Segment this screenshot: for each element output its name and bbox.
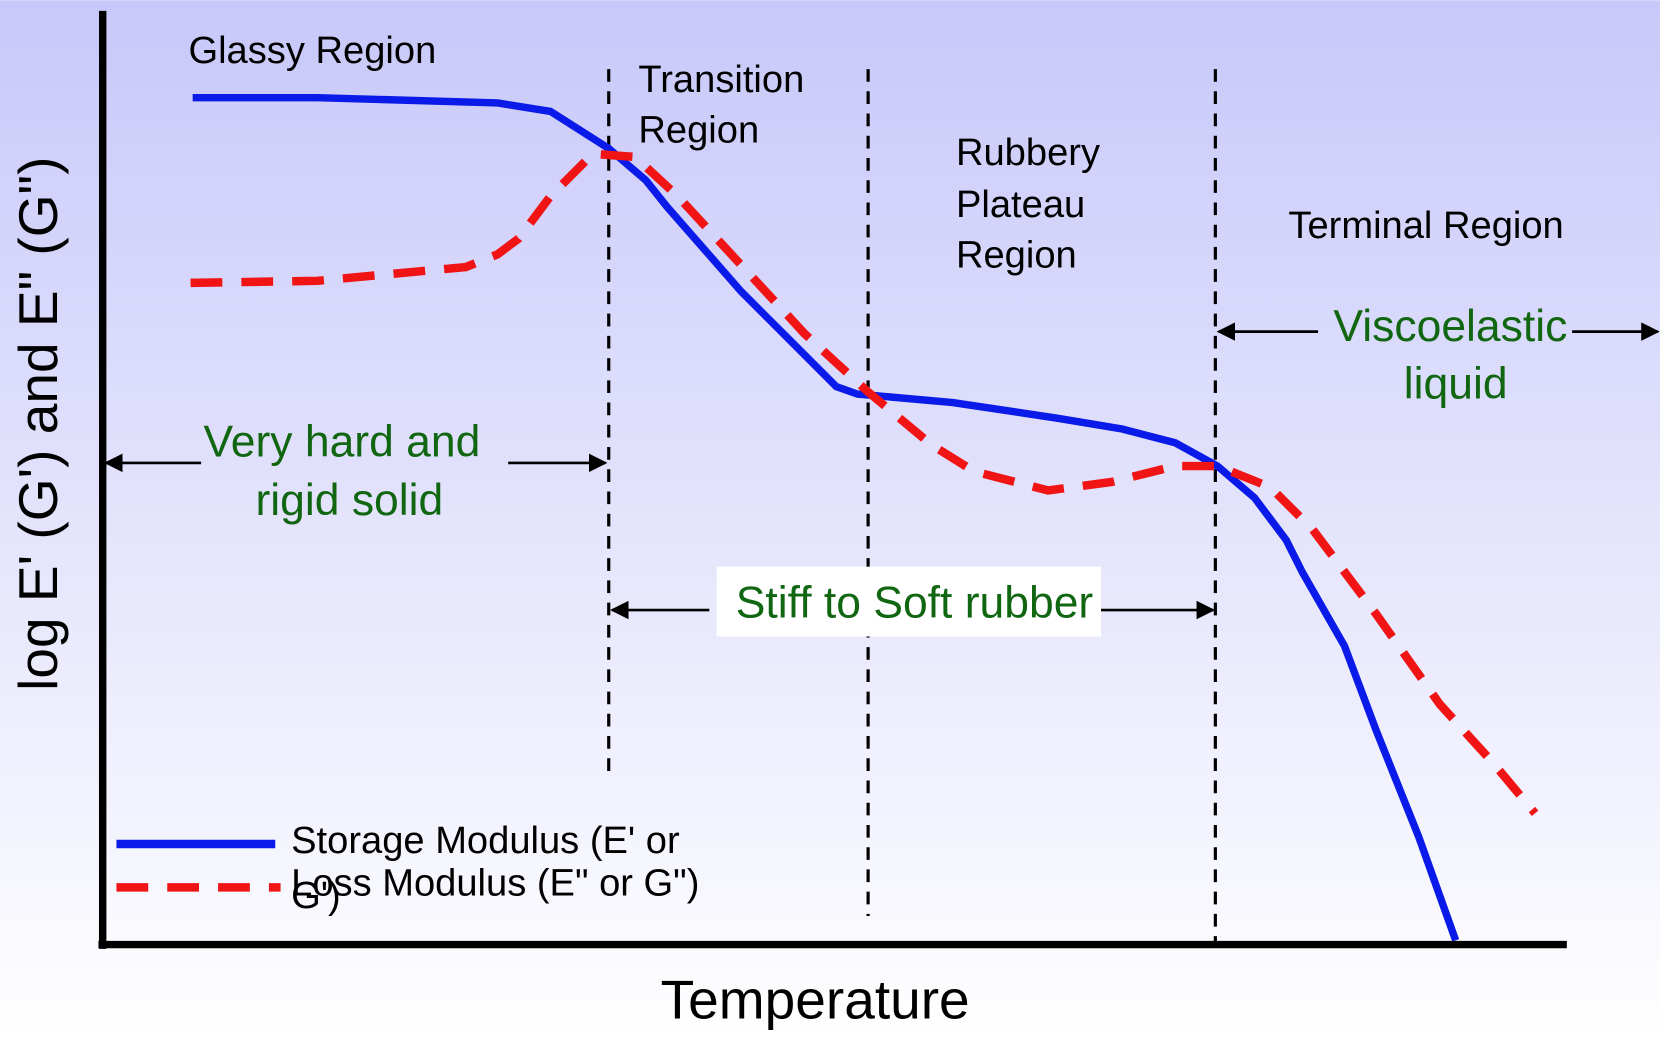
x-axis-label: Temperature <box>661 968 970 1030</box>
storage-curve <box>192 93 1460 942</box>
annotation: liquid <box>1404 359 1508 408</box>
legend-label: Loss Modulus (E" or G") <box>291 862 699 904</box>
region-label: Region <box>638 110 759 152</box>
annotation: Stiff to Soft rubber <box>736 579 1094 628</box>
annotation: Very hard and <box>204 418 481 467</box>
label-box <box>716 566 1102 637</box>
region-label: Rubbery <box>956 132 1100 174</box>
region-label: Transition <box>638 59 804 101</box>
legend-label: G') <box>291 875 341 917</box>
loss-curve <box>190 149 1539 817</box>
region-label: Region <box>956 235 1077 277</box>
annotation: Viscoelastic <box>1333 302 1567 351</box>
y-axis-label: log E' (G') and E" (G") <box>7 157 69 691</box>
region-label: Plateau <box>956 184 1085 226</box>
legend-label: Storage Modulus (E' or <box>291 820 680 862</box>
region-label: Terminal Region <box>1288 205 1563 247</box>
region-label: Glassy Region <box>188 30 436 72</box>
annotation: rigid solid <box>255 476 443 525</box>
